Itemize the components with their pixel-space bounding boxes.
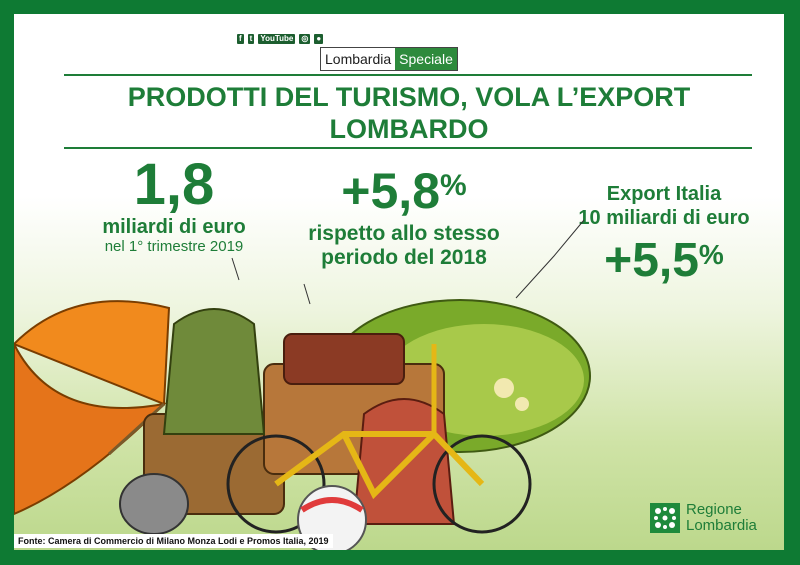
callout-lines [231, 219, 585, 305]
raccoon-figure [119, 473, 189, 535]
callout-line-1 [231, 257, 240, 281]
brand-part1: Lombardia [321, 48, 396, 70]
callout-line-2 [303, 283, 311, 305]
source-caption: Fonte: Camera di Commercio di Milano Mon… [14, 534, 333, 548]
twitter-icon[interactable]: t [247, 34, 255, 44]
beach-ball-stripe [300, 497, 364, 513]
location-icon[interactable]: ● [314, 34, 324, 44]
brand-part2: Speciale [395, 48, 457, 70]
umbrella-canopy [14, 300, 171, 406]
stat2-value: +5,8 [341, 163, 441, 219]
stat2-percent: % [440, 169, 467, 202]
stat3-percent: % [698, 239, 724, 270]
stat1-unit: miliardi di euro [102, 216, 246, 238]
page-title-line2: LOMBARDO [329, 114, 489, 144]
instagram-icon[interactable]: ◎ [299, 34, 311, 44]
stat3-line2: 10 miliardi di euro [578, 207, 750, 229]
social-icons: f t YouTube ◎ ● [237, 34, 324, 44]
infographic-frame: f t YouTube ◎ ● Lombardia Speciale PRODO… [14, 14, 784, 550]
title-bottom-rule [64, 147, 752, 149]
travel-illustration [14, 299, 591, 550]
bicycle-frame-bottom [341, 431, 437, 500]
stat2-line2: periodo del 2018 [321, 246, 487, 269]
logo-line2: Lombardia [686, 517, 757, 534]
yellow-bicycle [226, 344, 532, 534]
facebook-icon[interactable]: f [237, 34, 244, 44]
regione-lombardia-mark-icon [650, 503, 680, 533]
bicycle-front-wheel [432, 434, 532, 534]
youtube-icon[interactable]: YouTube [258, 34, 296, 44]
stat3-value-wrap: +5,5% [564, 234, 764, 299]
page-title-line1: PRODOTTI DEL TURISMO, VOLA L’EXPORT [127, 82, 691, 112]
logo-line1: Regione [686, 501, 742, 518]
flower-decoration-1 [494, 378, 514, 398]
stat2-value-wrap: +5,8% [294, 164, 514, 231]
flower-decoration-2 [515, 397, 529, 411]
callout-line-3 [515, 219, 585, 299]
stat3-line1: Export Italia [606, 183, 722, 205]
umbrella-pole [107, 402, 166, 456]
regione-lombardia-logo[interactable]: Regione Lombardia [650, 502, 757, 534]
suitcase-top [283, 333, 405, 385]
stat3-value: +5,5 [604, 234, 699, 287]
stat1-value: 1,8 [133, 152, 215, 217]
regione-lombardia-emblem-icon [650, 503, 680, 533]
green-backpack [162, 308, 266, 435]
stat2-line1: rispetto allo stesso [308, 222, 500, 245]
stat1-period: nel 1° trimestre 2019 [104, 238, 244, 255]
bicycle-rear-wheel [226, 434, 326, 534]
bicycle-frame-top [274, 431, 485, 487]
lombardia-speciale-logo[interactable]: Lombardia Speciale [320, 47, 458, 71]
title-top-rule [64, 74, 752, 76]
